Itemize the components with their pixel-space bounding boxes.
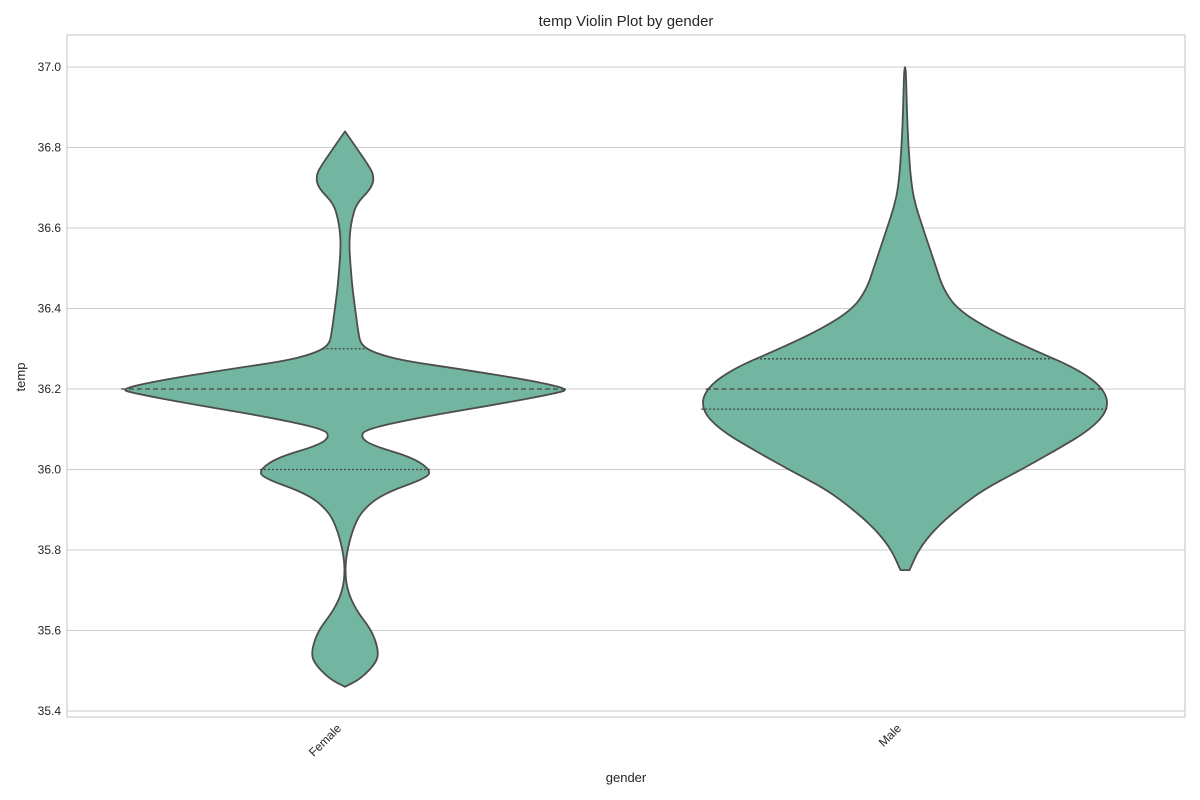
y-tick-label: 36.8	[38, 141, 62, 155]
violins	[121, 66, 1109, 688]
chart-title: temp Violin Plot by gender	[539, 13, 714, 30]
plot-frame	[66, 34, 1186, 718]
y-tick-label: 36.4	[38, 302, 62, 316]
y-tick-label: 36.6	[38, 221, 62, 235]
y-tick-labels: 35.4 35.6 35.8 36.0 36.2 36.4 36.6 36.8 37.0	[38, 60, 62, 718]
y-tick-label: 35.4	[38, 704, 62, 718]
violin-female	[124, 130, 566, 688]
violin-male	[702, 66, 1108, 571]
x-tick-label: Male	[876, 721, 905, 750]
y-axis-label: temp	[13, 363, 28, 392]
x-axis-label: gender	[606, 770, 647, 785]
x-tick-label: Female	[306, 721, 344, 759]
y-tick-label: 36.0	[38, 463, 62, 477]
x-tick-labels: Female Male	[306, 721, 904, 759]
y-tick-label: 36.2	[38, 382, 62, 396]
y-tick-label: 37.0	[38, 60, 62, 74]
y-tick-label: 35.8	[38, 543, 62, 557]
y-tick-label: 35.6	[38, 624, 62, 638]
